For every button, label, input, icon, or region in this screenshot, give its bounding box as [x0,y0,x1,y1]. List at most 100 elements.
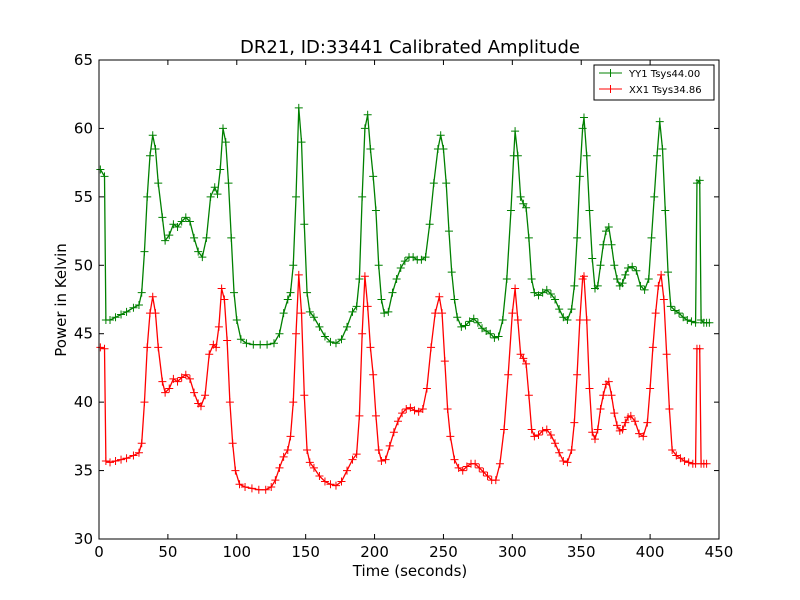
data-point-marker [352,450,361,459]
data-point-marker [542,285,551,294]
tick-layer: 0 50 100 150 200 250 300 350 400 450 30 35 40 45 50 55 6… [74,51,733,561]
series-yy1 [96,103,714,349]
data-point-marker [177,373,186,382]
data-point-marker [377,456,386,465]
data-point-marker [292,329,301,338]
data-point-marker [527,425,536,434]
data-point-marker [450,295,459,304]
data-point-marker [358,329,367,338]
data-point-marker [475,463,484,472]
data-point-marker [371,206,380,215]
data-point-marker [513,316,522,325]
data-point-marker [381,455,390,464]
data-point-marker [392,274,401,283]
data-point-marker [546,430,555,439]
data-point-marker [555,448,564,457]
data-point-marker [380,309,389,318]
data-point-marker [573,370,582,379]
data-point-marker [495,459,504,468]
data-point-marker [647,233,656,242]
data-point-marker [223,336,232,345]
data-point-marker [201,391,210,400]
data-point-marker [462,462,471,471]
data-point-marker [613,274,622,283]
legend-box [593,64,715,101]
data-point-marker [145,151,154,160]
data-point-marker [129,303,138,312]
data-point-marker [653,151,661,160]
x-tick-label: 50 [158,543,177,561]
data-point-marker [106,316,115,325]
data-point-marker [494,332,503,341]
data-point-marker [436,131,445,140]
data-point-marker [563,316,572,325]
data-point-marker [348,455,357,464]
data-point-marker [348,307,357,316]
data-point-marker [283,446,292,455]
data-point-marker [479,467,488,476]
data-point-marker [100,344,109,353]
data-point-marker [165,231,174,240]
data-point-marker [607,240,616,249]
data-point-marker [267,482,276,491]
data-point-marker [453,313,462,322]
data-point-marker [593,281,602,290]
data-point-marker [454,463,463,472]
data-point-marker [524,233,533,242]
data-point-marker [613,421,622,430]
data-point-marker [177,217,186,226]
data-point-marker [198,253,207,262]
data-point-marker [551,439,560,448]
data-point-marker [513,151,522,160]
data-point-marker [212,343,221,352]
data-point-marker [224,179,233,188]
data-point-marker [664,268,673,277]
data-point-marker [279,452,288,461]
y-tick-label: 65 [74,51,93,69]
data-point-marker [137,288,146,297]
data-point-marker [684,458,693,467]
data-point-marker [471,459,480,468]
data-point-marker [161,388,170,397]
data-point-marker [117,310,126,319]
data-point-marker [217,284,226,293]
data-point-marker [646,384,655,393]
data-point-marker [389,428,398,437]
data-point-marker [366,343,375,352]
data-point-marker [214,322,223,331]
data-point-marker [148,131,157,140]
data-point-marker [524,391,533,400]
data-point-marker [427,343,436,352]
data-point-marker [538,426,547,435]
data-point-marker [579,272,588,281]
series-xx1 [96,270,711,494]
data-point-marker [292,192,301,201]
data-point-marker [516,192,525,201]
data-point-marker [630,417,639,426]
data-point-marker [447,268,456,277]
data-point-marker [672,451,681,460]
data-point-marker [555,305,564,314]
data-point-marker [624,264,633,273]
x-tick-label: 0 [94,543,104,561]
data-point-marker [446,432,455,441]
data-point-marker [461,321,470,330]
data-point-marker [231,466,240,475]
data-point-marker [657,270,666,279]
data-point-marker [702,459,711,468]
data-point-marker [360,272,369,281]
chart-title: DR21, ID:33441 Calibrated Amplitude [240,37,580,58]
data-point-marker [154,179,163,188]
data-point-marker [271,476,280,485]
data-point-marker [610,261,619,270]
data-point-marker [551,295,560,304]
data-point-marker [106,458,115,467]
data-point-marker [588,428,597,437]
data-point-marker [655,117,664,126]
legend-marker-yy1 [606,69,615,77]
data-point-marker [309,313,318,322]
data-point-marker [315,322,324,331]
x-tick-label: 200 [360,543,389,561]
data-point-marker [352,302,361,311]
data-point-marker [96,165,105,174]
